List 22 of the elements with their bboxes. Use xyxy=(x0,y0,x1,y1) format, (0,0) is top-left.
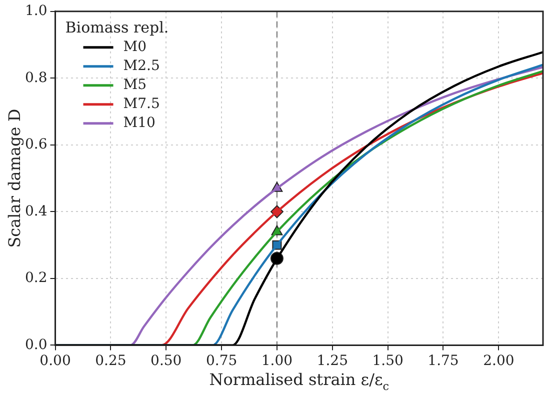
x-tick-label: 0.25 xyxy=(95,353,126,370)
legend-label: M5 xyxy=(123,77,147,94)
legend-label: M7.5 xyxy=(123,96,160,112)
legend-title: Biomass repl. xyxy=(65,18,169,36)
x-tick-label: 1.25 xyxy=(316,353,348,370)
x-tick-label: 0.50 xyxy=(150,353,182,370)
x-tick-label: 1.50 xyxy=(372,353,404,370)
y-tick-label: 0.0 xyxy=(25,336,48,353)
legend-label: M2.5 xyxy=(123,58,160,74)
y-tick-label: 0.4 xyxy=(25,203,48,220)
y-tick-label: 0.2 xyxy=(25,270,48,286)
y-axis-title: Scalar damage D xyxy=(5,108,24,248)
x-tick-label: 0.00 xyxy=(40,353,71,370)
x-tick-label: 1.00 xyxy=(261,353,293,370)
y-tick-label: 1.0 xyxy=(25,3,48,20)
y-tick-label: 0.6 xyxy=(25,136,48,153)
x-tick-label: 2.00 xyxy=(483,353,514,370)
y-tick-label: 0.8 xyxy=(25,70,48,86)
legend-label: M10 xyxy=(123,115,156,132)
x-tick-label: 1.75 xyxy=(428,353,459,370)
x-tick-label: 0.75 xyxy=(206,353,238,370)
legend-label: M0 xyxy=(123,39,147,56)
